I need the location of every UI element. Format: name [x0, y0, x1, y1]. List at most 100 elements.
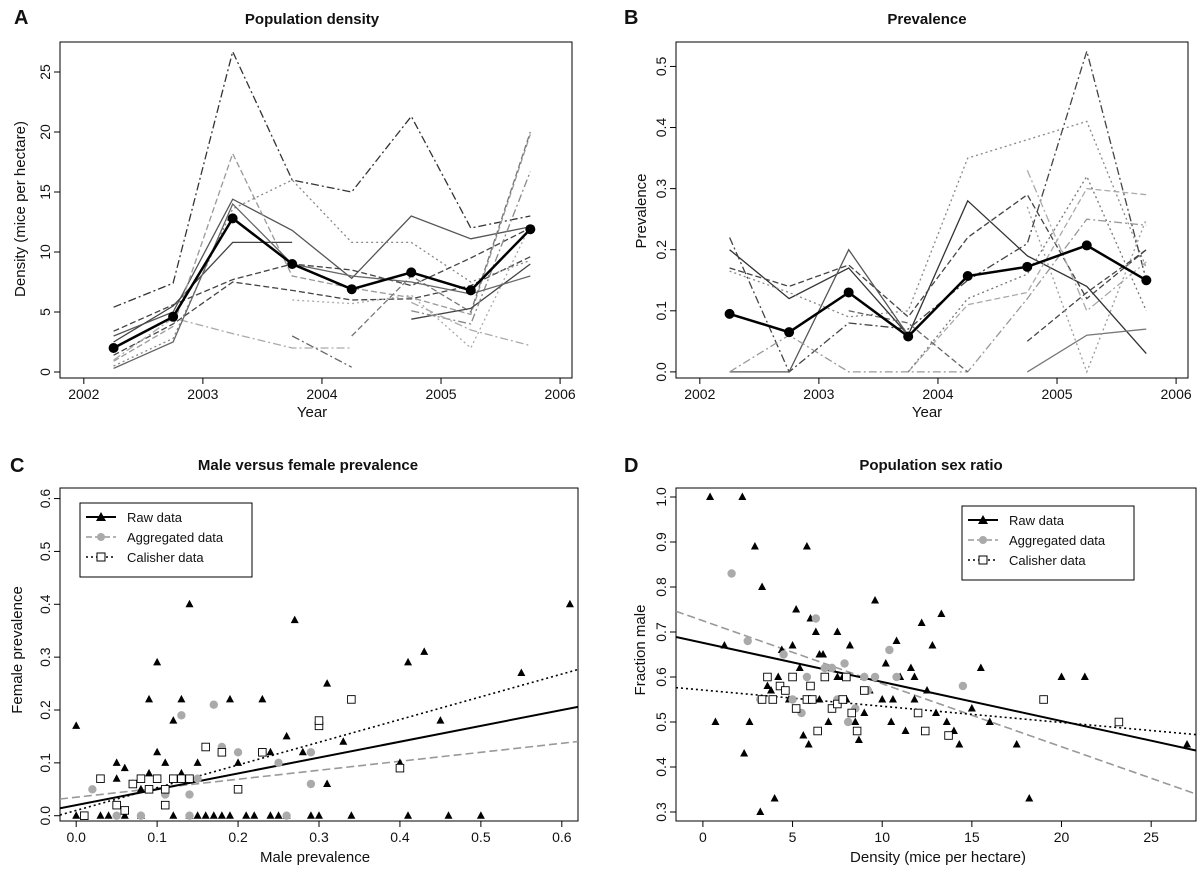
- site-series-line: [411, 301, 531, 347]
- aggregated-data-point: [870, 672, 880, 682]
- y-tick-label: 0.0: [37, 806, 53, 826]
- raw-data-point: [161, 758, 170, 766]
- raw-data-point: [770, 794, 779, 802]
- calisher-data-point: [80, 811, 89, 820]
- plot-frame: [59, 41, 573, 379]
- legend-aggregated-label: Aggregated data: [127, 530, 224, 545]
- site-series-line: [729, 199, 1147, 355]
- mean-point: [1022, 261, 1033, 272]
- y-tick-label: 0.6: [37, 489, 53, 509]
- aggregated-data-point: [843, 717, 853, 727]
- raw-data-point: [476, 811, 485, 819]
- x-tick-label: 2006: [545, 386, 576, 402]
- panel-a-ylabel: Density (mice per hectare): [12, 121, 29, 297]
- raw-data-point: [1057, 672, 1066, 680]
- calisher-data-point: [233, 785, 243, 794]
- raw-data-point: [193, 758, 202, 766]
- panel-c: 0.0 0.1 0.2 0.3 0.4 0.5 0.6 0.0 0.1 0.2 0.3 0.4 0.5 0…: [9, 455, 579, 866]
- panel-a: 2002 2003 2004 2005 2006 0 5 10 15 20 25 A Populat…: [12, 7, 576, 421]
- legend-raw-marker: [978, 515, 988, 524]
- plot-frame: [675, 41, 1189, 379]
- panel-a-letter: A: [14, 7, 28, 29]
- legend-aggregated-label: Aggregated data: [1009, 533, 1106, 548]
- site-series-line: [907, 187, 1147, 373]
- aggregated-data-point: [209, 700, 218, 709]
- panel-d-ylabel: Fraction male: [632, 605, 649, 696]
- legend-box: [961, 505, 1135, 581]
- calisher-data-point: [913, 708, 923, 718]
- panel-a-title: Population density: [245, 11, 380, 28]
- site-series-line: [113, 317, 352, 361]
- calisher-data-point: [185, 774, 194, 783]
- plot-marks: [60, 599, 578, 820]
- x-tick-label: 2005: [1041, 386, 1072, 402]
- raw-data-point: [258, 694, 267, 703]
- panel-d-xlabel: Density (mice per hectare): [850, 849, 1026, 866]
- legend-calisher-marker: [978, 555, 988, 565]
- legend-calisher-label: Calisher data: [127, 550, 204, 565]
- raw-data-point: [901, 726, 910, 734]
- raw-data-point: [177, 694, 186, 703]
- raw-data-point: [420, 647, 429, 655]
- raw-data-point: [917, 618, 926, 626]
- aggregated-data-point: [274, 758, 283, 768]
- mean-point: [287, 259, 298, 269]
- raw-data-point: [266, 747, 275, 756]
- aggregated-fit-line: [60, 740, 578, 800]
- aggregated-data-point: [958, 681, 968, 691]
- site-series-line: [729, 218, 1147, 373]
- y-tick-label: 0.8: [653, 577, 669, 597]
- x-tick-label: 0.0: [66, 829, 86, 845]
- raw-data-point: [517, 668, 526, 676]
- site-series-line: [729, 48, 1147, 373]
- legend: Raw data Aggregated data Calisher data: [79, 502, 253, 578]
- y-tick-label: 0.1: [37, 753, 53, 773]
- y-tick-label: 0.9: [653, 532, 669, 552]
- raw-data-point: [201, 811, 210, 819]
- raw-data-point: [234, 758, 243, 766]
- x-tick-label: 2004: [922, 386, 953, 402]
- aggregated-data-point: [811, 614, 821, 623]
- raw-data-point: [1183, 740, 1192, 748]
- aggregated-data-point: [306, 779, 316, 789]
- calisher-data-point: [768, 695, 778, 704]
- raw-data-point: [824, 717, 833, 725]
- raw-data-point: [871, 596, 880, 604]
- y-tick-label: 0.4: [37, 594, 53, 614]
- panel-a-xlabel: Year: [297, 404, 327, 421]
- raw-data-point: [792, 605, 801, 613]
- raw-data-point: [225, 811, 234, 819]
- raw-data-point: [811, 627, 820, 635]
- plot-marks: [724, 48, 1152, 374]
- raw-data-point: [928, 641, 937, 649]
- raw-data-point: [250, 811, 259, 819]
- raw-data-point: [274, 811, 283, 819]
- raw-data-point: [802, 542, 811, 550]
- y-tick-label: 5: [37, 308, 53, 316]
- panel-b-xlabel: Year: [912, 404, 942, 421]
- raw-data-point: [799, 731, 808, 739]
- calisher-data-point: [808, 695, 817, 704]
- raw-data-point: [720, 641, 729, 649]
- mean-point: [168, 311, 179, 322]
- aggregated-data-point: [840, 659, 849, 668]
- raw-data-point: [169, 811, 178, 819]
- x-tick-label: 2005: [425, 386, 456, 402]
- raw-data-point: [1025, 794, 1034, 802]
- panel-c-xlabel: Male prevalence: [260, 849, 370, 866]
- raw-data-point: [878, 695, 887, 703]
- raw-data-point: [845, 641, 854, 649]
- calisher-data-point: [757, 695, 767, 704]
- aggregated-data-point: [177, 711, 186, 720]
- legend-calisher-label: Calisher data: [1009, 553, 1086, 568]
- raw-data-point: [209, 811, 218, 819]
- calisher-data-point: [160, 800, 170, 810]
- calisher-data-point: [169, 774, 178, 783]
- raw-data-point: [347, 811, 356, 819]
- y-tick-label: 0.5: [653, 712, 669, 732]
- x-tick-label: 20: [1054, 829, 1070, 845]
- aggregated-data-point: [282, 811, 291, 820]
- raw-data-point: [756, 807, 765, 815]
- raw-data-point: [169, 716, 178, 724]
- site-series-line: [113, 241, 293, 343]
